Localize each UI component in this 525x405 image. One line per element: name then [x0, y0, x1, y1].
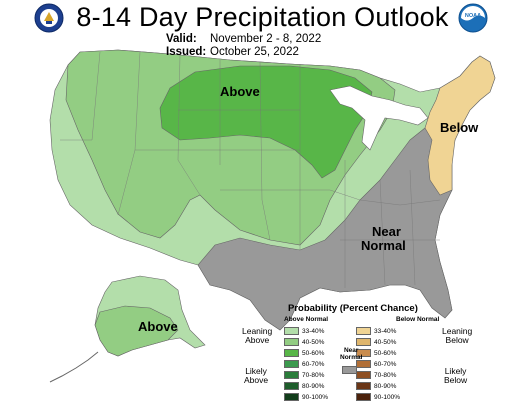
legend-below-swatch: [356, 371, 371, 379]
legend-title: Probability (Percent Chance): [288, 303, 418, 314]
near-normal-line1: Near: [343, 347, 359, 354]
legend-above-swatch: [284, 327, 299, 335]
noaa-logo-icon: NOAA: [458, 3, 488, 33]
likely-above-line1: Likely: [245, 366, 267, 376]
legend-below-row: 90-100%: [356, 393, 400, 401]
legend-below-label: 33-40%: [374, 327, 397, 335]
legend-above-swatch: [284, 382, 299, 390]
alaska-above-40-50-region: [94, 305, 179, 357]
map-label-near-line2: Normal: [361, 238, 406, 253]
legend-below-label: 60-70%: [374, 360, 397, 368]
legend-below-swatch: [356, 382, 371, 390]
doc-seal-icon: [34, 3, 64, 33]
probability-legend: Probability (Percent Chance) Above Norma…: [236, 303, 476, 405]
legend-below-label: 40-50%: [374, 338, 397, 346]
legend-near-normal-label: Near Normal: [340, 347, 362, 361]
legend-below-swatch: [356, 338, 371, 346]
likely-below-line2: Below: [444, 375, 468, 385]
map-label-near-line1: Near: [372, 224, 401, 239]
likely-below-line1: Likely: [444, 366, 467, 376]
legend-below-label: 90-100%: [374, 393, 401, 401]
great-lakes: [329, 85, 429, 151]
legend-above-swatch: [284, 338, 299, 346]
legend-below-row: 60-70%: [356, 360, 396, 368]
conus-below-33-40-region: [424, 55, 496, 196]
map-label-above: Above: [220, 84, 260, 99]
legend-below-swatch: [356, 360, 371, 368]
legend-above-label: 50-60%: [302, 349, 325, 357]
page-title: 8-14 Day Precipitation Outlook: [76, 2, 449, 32]
legend-above-swatch: [284, 393, 299, 401]
legend-below-row: 80-90%: [356, 382, 396, 390]
leaning-above-line2: Above: [245, 335, 270, 345]
near-normal-line2: Normal: [340, 354, 363, 361]
legend-above-label: 70-80%: [302, 371, 325, 379]
legend-above-label: 80-90%: [302, 382, 325, 390]
legend-likely-below-label: Likely Below: [444, 367, 467, 385]
legend-below-label: 50-60%: [374, 349, 397, 357]
legend-above-label: 60-70%: [302, 360, 325, 368]
legend-above-swatch: [284, 349, 299, 357]
legend-below-swatch: [356, 349, 371, 357]
legend-above-label: 90-100%: [302, 393, 329, 401]
legend-likely-above-label: Likely Above: [244, 367, 268, 385]
likely-above-line2: Above: [244, 375, 269, 385]
legend-above-row: 80-90%: [284, 382, 324, 390]
legend-below-row: 50-60%: [356, 349, 396, 357]
legend-above-row: 90-100%: [284, 393, 328, 401]
legend-below-row: 33-40%: [356, 327, 396, 335]
legend-above-row: 70-80%: [284, 371, 324, 379]
leaning-below-line1: Leaning: [442, 326, 473, 336]
legend-above-header: Above Normal: [284, 316, 329, 323]
legend-below-label: 80-90%: [374, 382, 397, 390]
legend-above-row: 33-40%: [284, 327, 324, 335]
legend-below-swatch: [356, 393, 371, 401]
legend-near-normal-swatch: [342, 366, 357, 374]
legend-above-row: 60-70%: [284, 360, 324, 368]
legend-above-label: 40-50%: [302, 338, 325, 346]
map-label-below: Below: [440, 120, 479, 135]
legend-below-row: 70-80%: [356, 371, 396, 379]
conus-above-50-60-region: [159, 65, 373, 179]
leaning-above-line1: Leaning: [242, 326, 273, 336]
legend-below-row: 40-50%: [356, 338, 396, 346]
legend-leaning-below-label: Leaning Below: [442, 327, 472, 345]
legend-leaning-above-label: Leaning Above: [242, 327, 272, 345]
legend-above-label: 33-40%: [302, 327, 325, 335]
legend-above-row: 50-60%: [284, 349, 324, 357]
state-boundaries: [60, 51, 441, 288]
legend-above-row: 40-50%: [284, 338, 324, 346]
issued-value: October 25, 2022: [210, 46, 299, 58]
alaska-aleutian-chain: [49, 351, 99, 383]
valid-value: November 2 - 8, 2022: [210, 33, 322, 45]
legend-above-swatch: [284, 360, 299, 368]
legend-below-swatch: [356, 327, 371, 335]
legend-below-header: Below Normal: [396, 316, 440, 323]
noaa-logo-text: NOAA: [465, 13, 481, 19]
legend-above-swatch: [284, 371, 299, 379]
valid-label: Valid:: [166, 33, 197, 45]
date-block: Valid: November 2 - 8, 2022 Issued: Octobe…: [166, 33, 321, 59]
issued-label: Issued:: [166, 46, 207, 58]
map-label-alaska-above: Above: [138, 319, 178, 334]
legend-below-label: 70-80%: [374, 371, 397, 379]
leaning-below-line2: Below: [445, 335, 469, 345]
